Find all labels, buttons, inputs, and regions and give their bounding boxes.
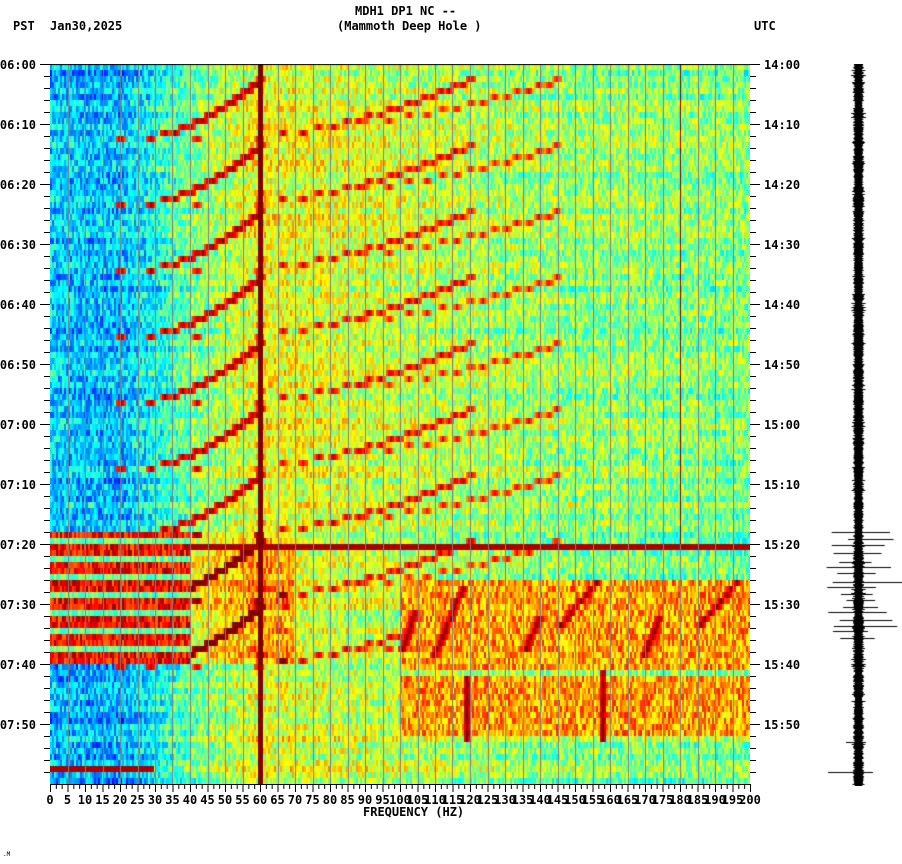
x-tick-label: 155 <box>582 793 604 807</box>
y-tick-label-left: 06:00 <box>0 58 36 72</box>
y-tick-label-left: 07:40 <box>0 658 36 672</box>
x-tick-label: 60 <box>253 793 267 807</box>
x-tick-label: 175 <box>652 793 674 807</box>
y-tick-label-left: 06:20 <box>0 178 36 192</box>
y-tick-label-right: 15:40 <box>764 658 800 672</box>
y-tick-label-right: 14:20 <box>764 178 800 192</box>
x-tick-label: 90 <box>358 793 372 807</box>
x-tick-label: 150 <box>564 793 586 807</box>
y-tick-label-left: 07:00 <box>0 418 36 432</box>
x-tick-label: 55 <box>235 793 249 807</box>
y-tick-label-right: 14:50 <box>764 358 800 372</box>
x-tick-label: 95 <box>375 793 389 807</box>
x-tick-label: 30 <box>148 793 162 807</box>
x-tick-label: 80 <box>323 793 337 807</box>
y-tick-label-left: 06:50 <box>0 358 36 372</box>
y-tick-label-right: 14:10 <box>764 118 800 132</box>
x-tick-label: 15 <box>95 793 109 807</box>
x-tick-label: 0 <box>46 793 53 807</box>
left-timezone-label: PST <box>13 19 35 33</box>
station-title: MDH1 DP1 NC -- <box>355 4 457 18</box>
x-tick-label: 75 <box>305 793 319 807</box>
y-tick-label-right: 15:20 <box>764 538 800 552</box>
x-tick-label: 25 <box>130 793 144 807</box>
x-tick-label: 190 <box>704 793 726 807</box>
x-tick-label: 135 <box>512 793 534 807</box>
x-tick-label: 65 <box>270 793 284 807</box>
y-tick-label-right: 14:00 <box>764 58 800 72</box>
corner-mark: .M <box>3 851 11 858</box>
x-tick-label: 5 <box>64 793 71 807</box>
x-tick-label: 170 <box>634 793 656 807</box>
x-tick-label: 160 <box>599 793 621 807</box>
x-tick-label: 40 <box>183 793 197 807</box>
x-tick-label: 140 <box>529 793 551 807</box>
x-tick-label: 200 <box>739 793 761 807</box>
x-tick-label: 120 <box>459 793 481 807</box>
y-tick-label-right: 15:00 <box>764 418 800 432</box>
x-tick-label: 165 <box>617 793 639 807</box>
location-title: (Mammoth Deep Hole ) <box>337 19 482 33</box>
x-tick-label: 100 <box>389 793 411 807</box>
y-tick-label-left: 07:10 <box>0 478 36 492</box>
y-tick-label-left: 06:10 <box>0 118 36 132</box>
y-tick-label-left: 07:50 <box>0 718 36 732</box>
y-tick-label-right: 14:40 <box>764 298 800 312</box>
date-label: Jan30,2025 <box>50 19 123 33</box>
x-tick-label: 20 <box>113 793 127 807</box>
x-tick-label: 35 <box>165 793 179 807</box>
x-tick-label: 45 <box>200 793 214 807</box>
y-tick-label-left: 07:20 <box>0 538 36 552</box>
x-axis-label: FREQUENCY (HZ) <box>363 805 465 819</box>
y-tick-label-right: 15:30 <box>764 598 800 612</box>
seismogram-trace <box>820 64 902 786</box>
x-tick-label: 50 <box>218 793 232 807</box>
x-tick-label: 180 <box>669 793 691 807</box>
spectrogram-plot <box>50 64 750 784</box>
x-tick-label: 130 <box>494 793 516 807</box>
x-tick-label: 70 <box>288 793 302 807</box>
x-tick-label: 115 <box>442 793 464 807</box>
y-tick-label-left: 07:30 <box>0 598 36 612</box>
y-tick-label-right: 15:50 <box>764 718 800 732</box>
x-tick-label: 110 <box>424 793 446 807</box>
x-tick-label: 145 <box>547 793 569 807</box>
x-tick-label: 10 <box>78 793 92 807</box>
x-tick-label: 105 <box>407 793 429 807</box>
y-tick-label-left: 06:30 <box>0 238 36 252</box>
x-tick-label: 195 <box>722 793 744 807</box>
y-tick-label-left: 06:40 <box>0 298 36 312</box>
x-tick-label: 185 <box>687 793 709 807</box>
x-tick-label: 125 <box>477 793 499 807</box>
y-tick-label-right: 14:30 <box>764 238 800 252</box>
y-tick-label-right: 15:10 <box>764 478 800 492</box>
x-tick-label: 85 <box>340 793 354 807</box>
right-timezone-label: UTC <box>754 19 776 33</box>
